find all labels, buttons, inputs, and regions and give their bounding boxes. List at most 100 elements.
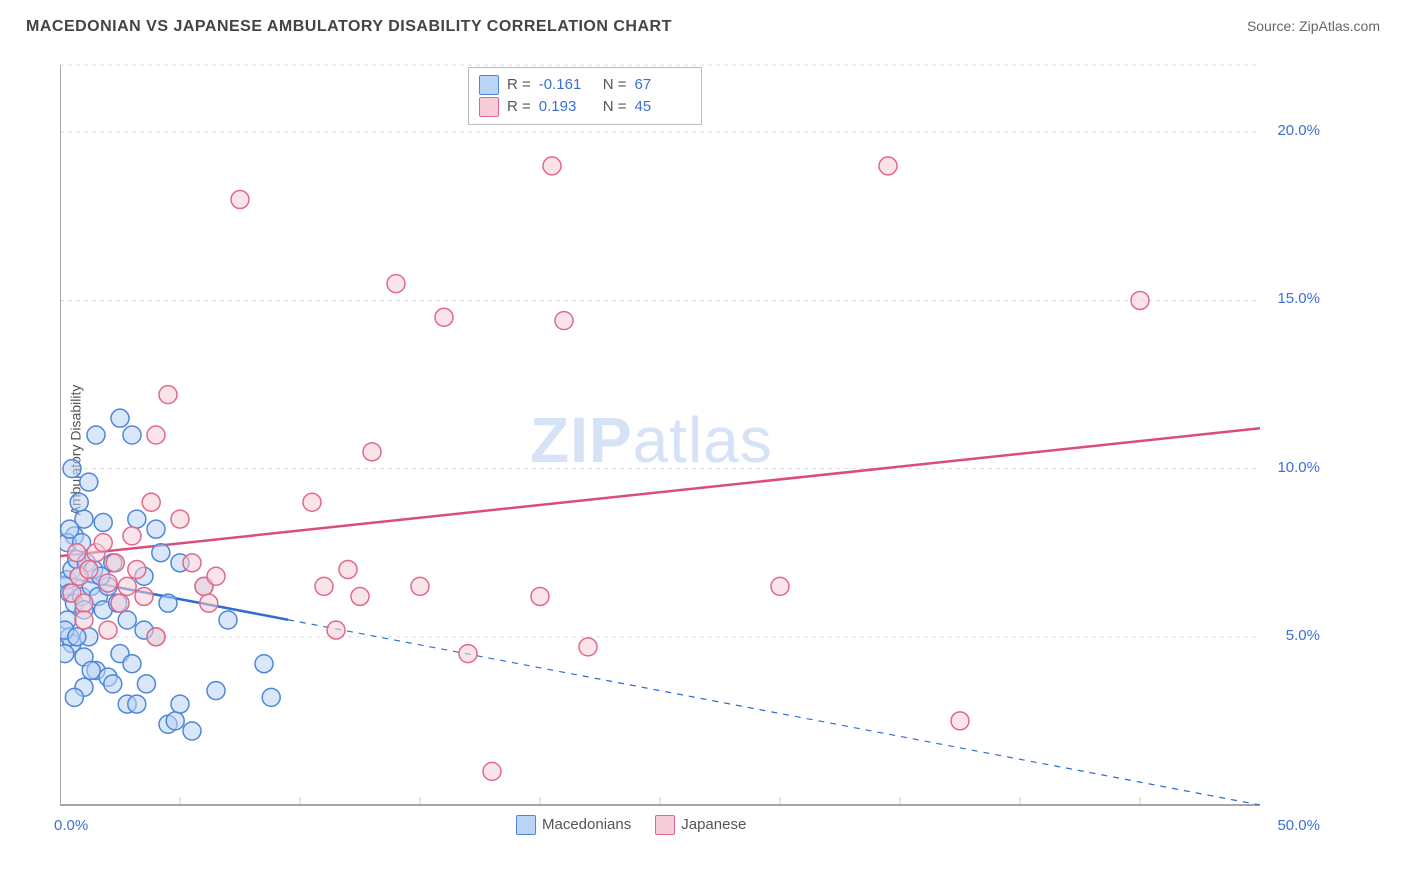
data-point-macedonians <box>137 675 155 693</box>
data-point-japanese <box>118 577 136 595</box>
source-name: ZipAtlas.com <box>1299 18 1380 34</box>
data-point-japanese <box>771 577 789 595</box>
data-point-macedonians <box>219 611 237 629</box>
data-point-japanese <box>99 574 117 592</box>
trend-line-macedonians-dashed <box>288 620 1260 805</box>
data-point-macedonians <box>118 611 136 629</box>
trend-line-japanese-solid <box>60 428 1260 556</box>
legend-swatch-japanese <box>479 97 499 117</box>
data-point-macedonians <box>87 426 105 444</box>
y-tick-label: 20.0% <box>1277 122 1320 139</box>
data-point-macedonians <box>65 688 83 706</box>
r-label: R = <box>507 74 531 96</box>
data-point-macedonians <box>147 520 165 538</box>
data-point-japanese <box>555 312 573 330</box>
x-end-label: 50.0% <box>1277 817 1320 834</box>
data-point-macedonians <box>159 594 177 612</box>
data-point-japanese <box>75 611 93 629</box>
data-point-japanese <box>111 594 129 612</box>
data-point-japanese <box>99 621 117 639</box>
y-tick-label: 5.0% <box>1286 627 1320 644</box>
data-point-japanese <box>1131 291 1149 309</box>
data-point-japanese <box>951 712 969 730</box>
n-value-macedonians: 67 <box>635 74 691 96</box>
legend-swatch-macedonians <box>516 815 536 835</box>
data-point-japanese <box>207 567 225 585</box>
data-point-macedonians <box>152 544 170 562</box>
data-point-japanese <box>142 493 160 511</box>
series-legend-label-japanese: Japanese <box>681 816 746 833</box>
data-point-japanese <box>543 157 561 175</box>
series-legend: Macedonians Japanese <box>516 815 746 835</box>
n-label: N = <box>603 74 627 96</box>
r-value-macedonians: -0.161 <box>539 74 595 96</box>
y-tick-label: 15.0% <box>1277 290 1320 307</box>
data-point-japanese <box>879 157 897 175</box>
data-point-macedonians <box>255 655 273 673</box>
plot-container: Ambulatory Disability ZIPatlas5.0%10.0%1… <box>50 55 1350 845</box>
data-point-macedonians <box>80 473 98 491</box>
data-point-japanese <box>68 544 86 562</box>
data-point-japanese <box>435 308 453 326</box>
scatter-plot: ZIPatlas5.0%10.0%15.0%20.0%0.0%50.0%R =-… <box>60 55 1320 845</box>
x-origin-label: 0.0% <box>54 817 88 834</box>
data-point-japanese <box>171 510 189 528</box>
data-point-japanese <box>80 561 98 579</box>
data-point-japanese <box>411 577 429 595</box>
data-point-japanese <box>94 534 112 552</box>
data-point-japanese <box>327 621 345 639</box>
series-legend-item-japanese: Japanese <box>655 815 746 835</box>
data-point-japanese <box>159 386 177 404</box>
data-point-japanese <box>459 645 477 663</box>
data-point-macedonians <box>60 645 74 663</box>
chart-title: MACEDONIAN VS JAPANESE AMBULATORY DISABI… <box>26 18 672 36</box>
data-point-macedonians <box>111 409 129 427</box>
data-point-macedonians <box>262 688 280 706</box>
data-point-macedonians <box>70 493 88 511</box>
data-point-macedonians <box>123 655 141 673</box>
data-point-japanese <box>75 594 93 612</box>
legend-swatch-macedonians <box>479 75 499 95</box>
data-point-japanese <box>483 762 501 780</box>
data-point-japanese <box>315 577 333 595</box>
data-point-macedonians <box>207 682 225 700</box>
source-credit: Source: ZipAtlas.com <box>1247 18 1380 34</box>
data-point-macedonians <box>128 695 146 713</box>
data-point-japanese <box>387 275 405 293</box>
data-point-japanese <box>147 426 165 444</box>
data-point-japanese <box>303 493 321 511</box>
data-point-macedonians <box>183 722 201 740</box>
data-point-japanese <box>231 191 249 209</box>
data-point-japanese <box>135 587 153 605</box>
data-point-macedonians <box>104 675 122 693</box>
r-value-japanese: 0.193 <box>539 96 595 118</box>
data-point-macedonians <box>128 510 146 528</box>
data-point-macedonians <box>68 628 86 646</box>
data-point-macedonians <box>82 661 100 679</box>
correlation-legend: R = -0.161 N = 67 R = 0.193 N = 45 <box>468 67 702 125</box>
y-tick-label: 10.0% <box>1277 459 1320 476</box>
n-value-japanese: 45 <box>635 96 691 118</box>
data-point-japanese <box>339 561 357 579</box>
data-point-japanese <box>183 554 201 572</box>
n-label: N = <box>603 96 627 118</box>
data-point-japanese <box>106 554 124 572</box>
data-point-japanese <box>579 638 597 656</box>
data-point-japanese <box>123 527 141 545</box>
source-prefix: Source: <box>1247 18 1299 34</box>
data-point-japanese <box>351 587 369 605</box>
data-point-macedonians <box>94 513 112 531</box>
data-point-japanese <box>363 443 381 461</box>
r-label: R = <box>507 96 531 118</box>
correlation-legend-row-japanese: R = 0.193 N = 45 <box>479 96 691 118</box>
data-point-macedonians <box>171 695 189 713</box>
data-point-japanese <box>531 587 549 605</box>
series-legend-label-macedonians: Macedonians <box>542 816 631 833</box>
correlation-legend-row-macedonians: R = -0.161 N = 67 <box>479 74 691 96</box>
data-point-japanese <box>147 628 165 646</box>
data-point-macedonians <box>123 426 141 444</box>
data-point-macedonians <box>166 712 184 730</box>
data-point-macedonians <box>63 460 81 478</box>
chart-svg <box>60 55 1320 845</box>
data-point-japanese <box>200 594 218 612</box>
